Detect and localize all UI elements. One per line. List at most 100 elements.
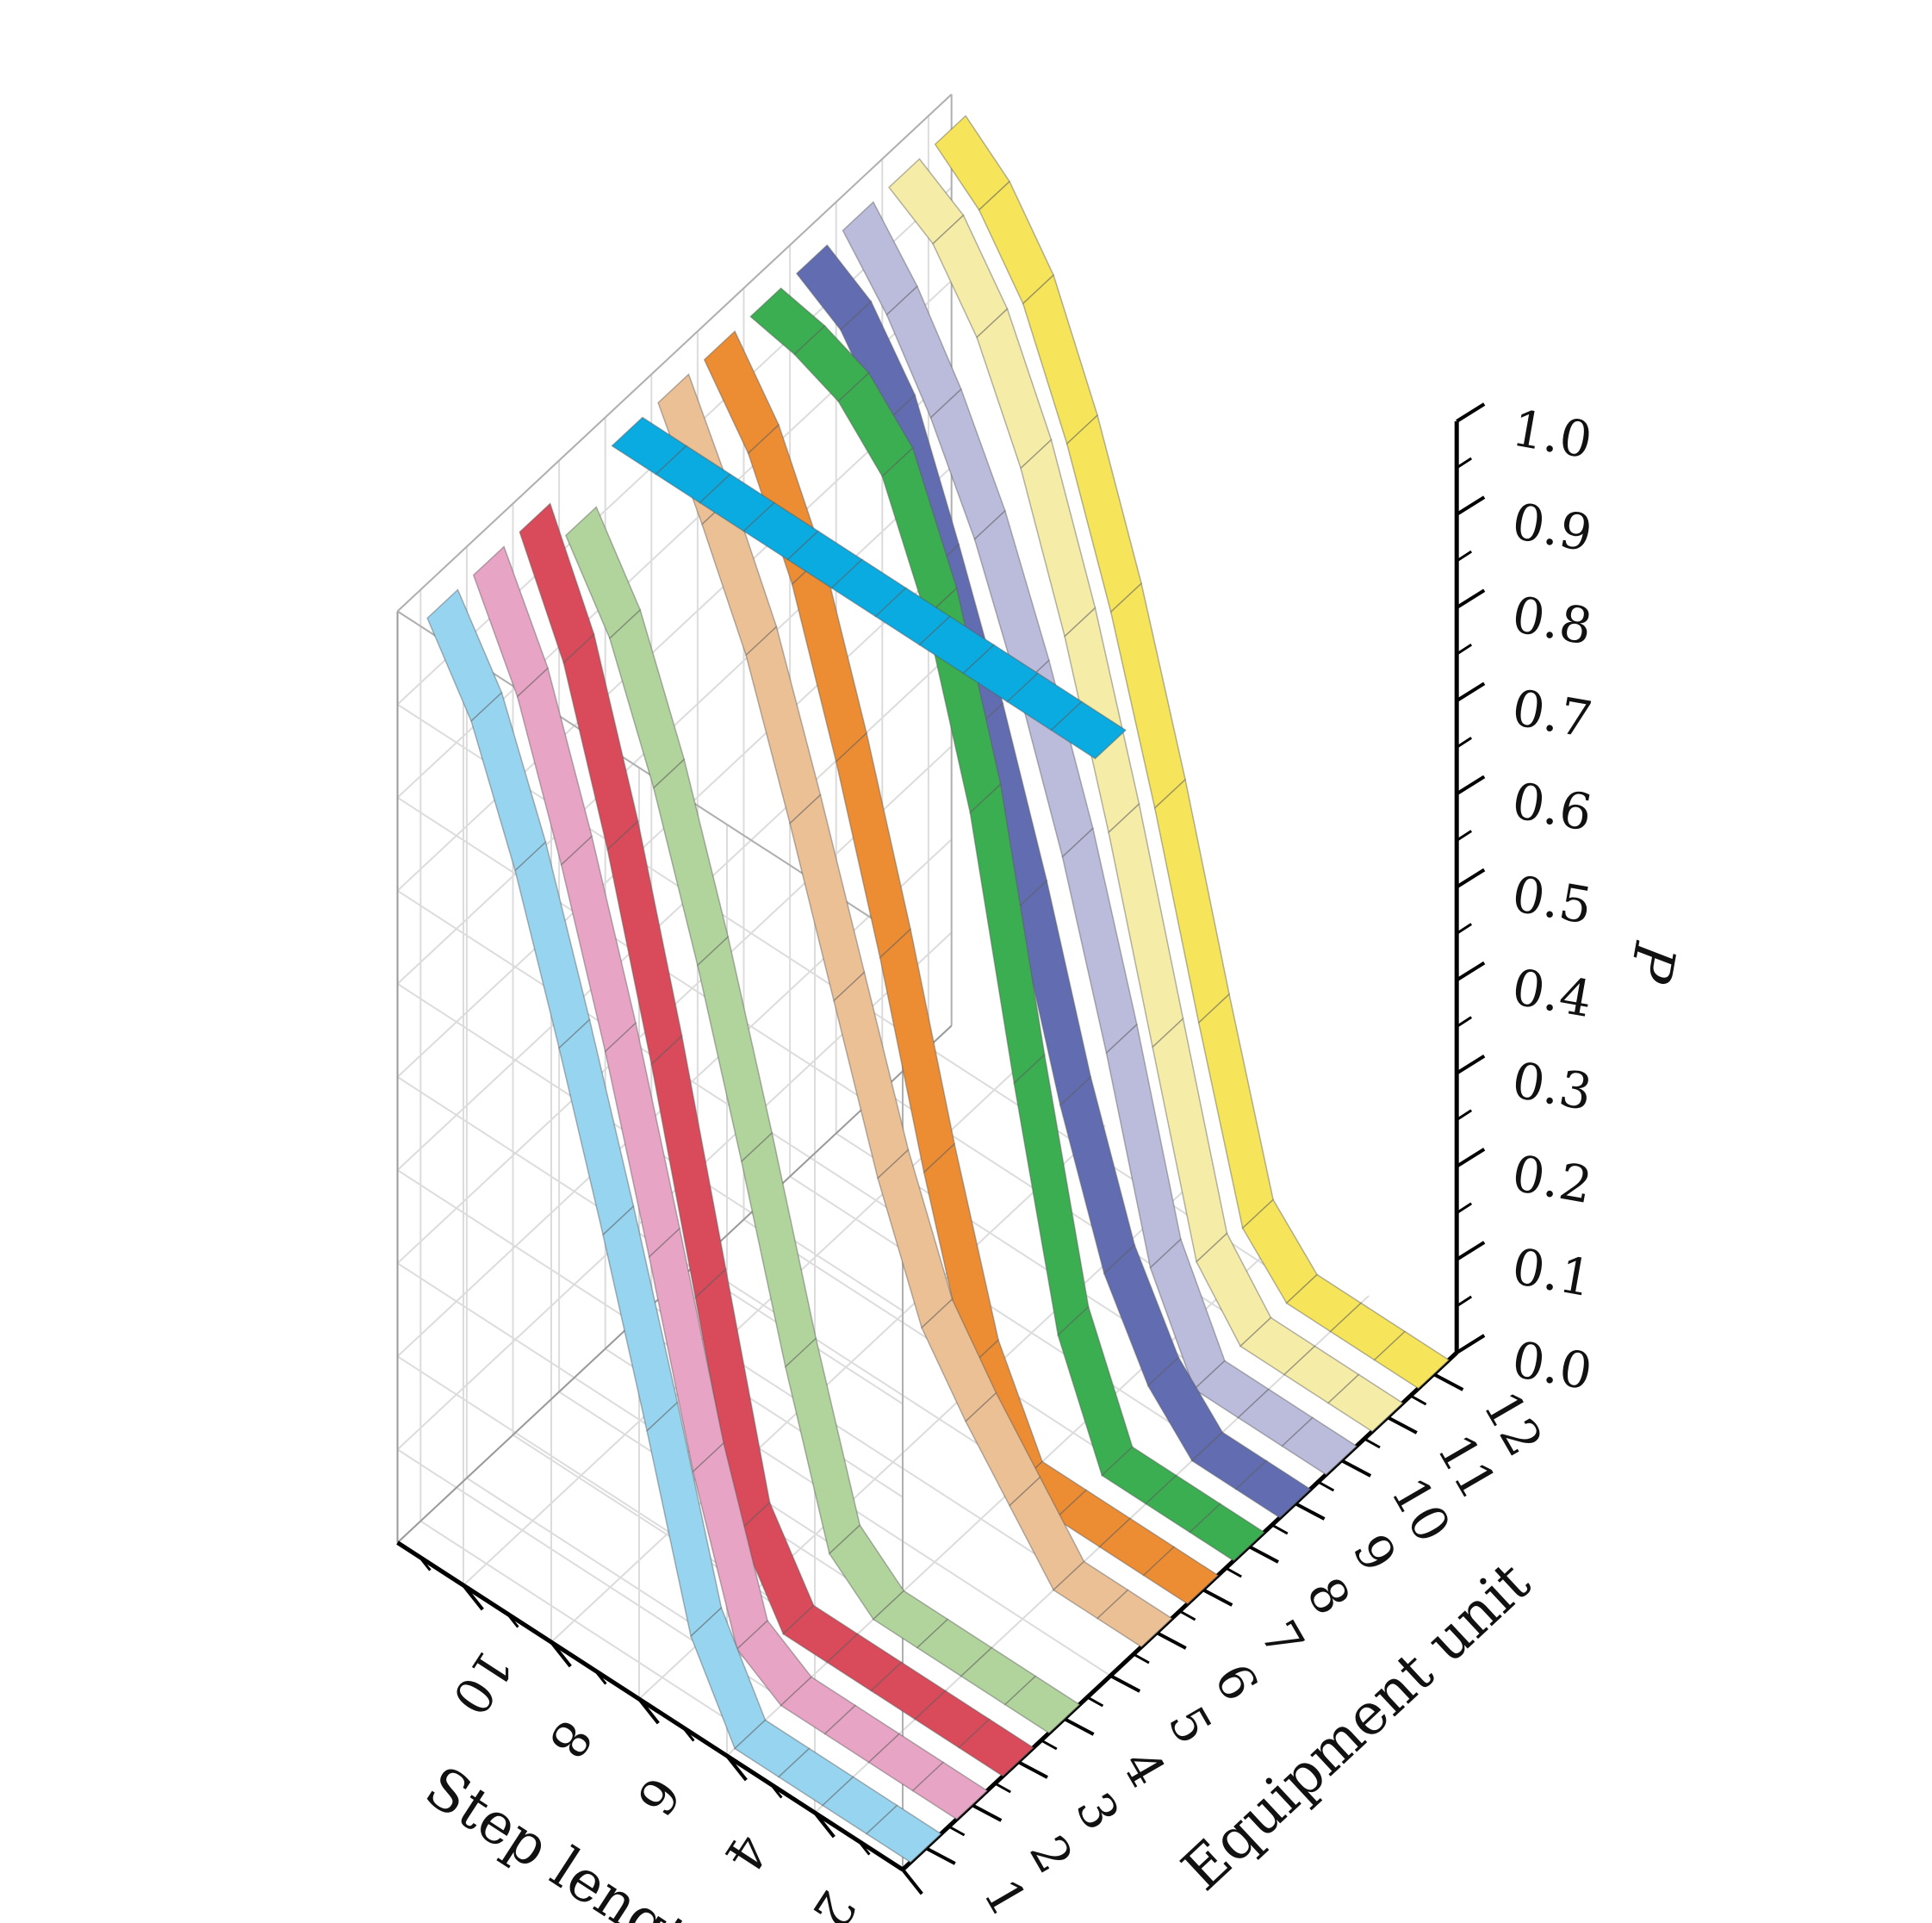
ribbon-unit-5 [611,416,1128,760]
ribbon-segment [965,1391,1041,1507]
ribbon-segment [1283,1345,1360,1404]
x-tick-label: 7 [1249,1611,1315,1668]
x-minor-tick [1364,1437,1381,1449]
ribbon-segment [1022,274,1098,445]
ribbon-segment [1326,1373,1404,1433]
x-minor-tick [1086,1696,1104,1708]
ribbon-segment [745,625,822,825]
ribbon-segment [1152,1017,1228,1264]
z-minor-tick [1456,737,1473,749]
ribbon-segment [1285,1273,1363,1333]
x-minor-tick [1133,1652,1150,1665]
ribbon-unit-6 [657,373,1173,1648]
ribbon-segment [865,1804,942,1864]
x-minor-tick [994,1782,1011,1794]
ribbon-segment [1197,993,1274,1229]
z-tick-label: 0.7 [1508,678,1597,750]
ribbon-segment [923,1142,999,1370]
z-tick-label: 1.0 [1508,399,1597,470]
ribbon-unit-12 [934,115,1451,1390]
x-tick-label: 9 [1341,1525,1407,1582]
z-tick [1456,1241,1486,1261]
wall-grid-line [396,703,904,1032]
z-tick-label: 0.0 [1508,1330,1597,1402]
z-minor-tick [1456,1295,1473,1308]
ribbon-unit-4 [565,506,1081,1734]
ribbon-segment [1009,1476,1085,1591]
z-tick [1456,775,1486,796]
ribbon-segment [1065,414,1142,613]
ribbon-segment [1189,1503,1265,1562]
ribbon-segment [842,201,918,316]
x-minor-tick [1178,1609,1196,1621]
y-tick-label: 2 [801,1881,867,1923]
x-minor-tick [1271,1523,1289,1535]
x-tick [1109,1674,1141,1693]
box-edge [396,93,953,613]
z-tick-label: 0.6 [1508,771,1597,843]
x-tick-label: 3 [1065,1783,1131,1840]
x-tick [1063,1717,1095,1736]
ribbon-segment [1098,1517,1176,1577]
axis-layer [396,402,1486,1895]
z-tick [1456,868,1486,889]
y-axis-title: Step length [414,1753,730,1923]
y-tick-label: 8 [537,1710,604,1769]
ribbon-segment [976,308,1053,470]
ribbon-segment [1329,1302,1407,1361]
ribbon-segment [1059,1075,1136,1275]
z-tick [1456,495,1486,516]
ribbon-segment [1096,1589,1173,1648]
x-tick [1432,1372,1464,1391]
x-tick [1340,1459,1372,1478]
ribbon-segment [1006,672,1084,731]
z-tick [1456,1334,1486,1354]
ribbon-segment [958,1718,1034,1777]
ribbon-segment [1109,582,1186,810]
ribbon-segment [1061,827,1138,1055]
ribbon-segment [1003,1675,1081,1734]
z-tick [1456,1148,1486,1168]
ribbon-segment [1239,1316,1316,1376]
x-tick [971,1803,1003,1822]
ribbon-segment [1054,1489,1132,1548]
ribbon-layer [426,115,1451,1864]
z-tick-label: 0.8 [1508,585,1597,657]
z-minor-tick [1456,643,1473,656]
ribbon-segment [877,1148,954,1329]
wall-grid-line [396,373,953,892]
z-minor-tick [1456,550,1473,563]
x-tick [1155,1631,1187,1650]
x-tick [1017,1760,1048,1779]
ribbon-segment [833,971,910,1180]
ribbon-segment [1373,1330,1451,1390]
ribbon-segment [1281,1416,1358,1476]
z-tick-label: 0.9 [1508,492,1597,563]
ribbon-segment [872,1590,949,1649]
ribbon-segment [828,1524,905,1621]
z-minor-tick [1456,830,1473,842]
ribbon-segment [1146,1356,1224,1462]
ribbon-segment [1241,1198,1319,1304]
y-minor-tick [506,1613,519,1628]
ribbon-segment [960,1646,1037,1706]
ribbon-segment [1193,1360,1270,1419]
x-tick [1294,1502,1326,1521]
x-tick-label: 2 [1018,1827,1084,1883]
y-tick [637,1697,660,1725]
ribbon-segment [1052,1560,1129,1620]
x-tick-label: 4 [1110,1740,1177,1797]
ribbon-segment [874,587,952,646]
ribbon-segment [918,615,996,675]
ribbon-segment [1153,778,1230,1024]
wall-grid-line [396,466,953,985]
ribbon-segment [867,1733,945,1792]
ribbon-segment [741,1131,817,1368]
z-minor-tick [1456,457,1473,470]
x-tick-label: 1 [972,1870,1038,1923]
z-tick-label: 0.5 [1508,864,1597,936]
ribbon-segment [821,1776,898,1835]
z-tick [1456,681,1486,702]
y-tick-label: 6 [625,1767,692,1826]
